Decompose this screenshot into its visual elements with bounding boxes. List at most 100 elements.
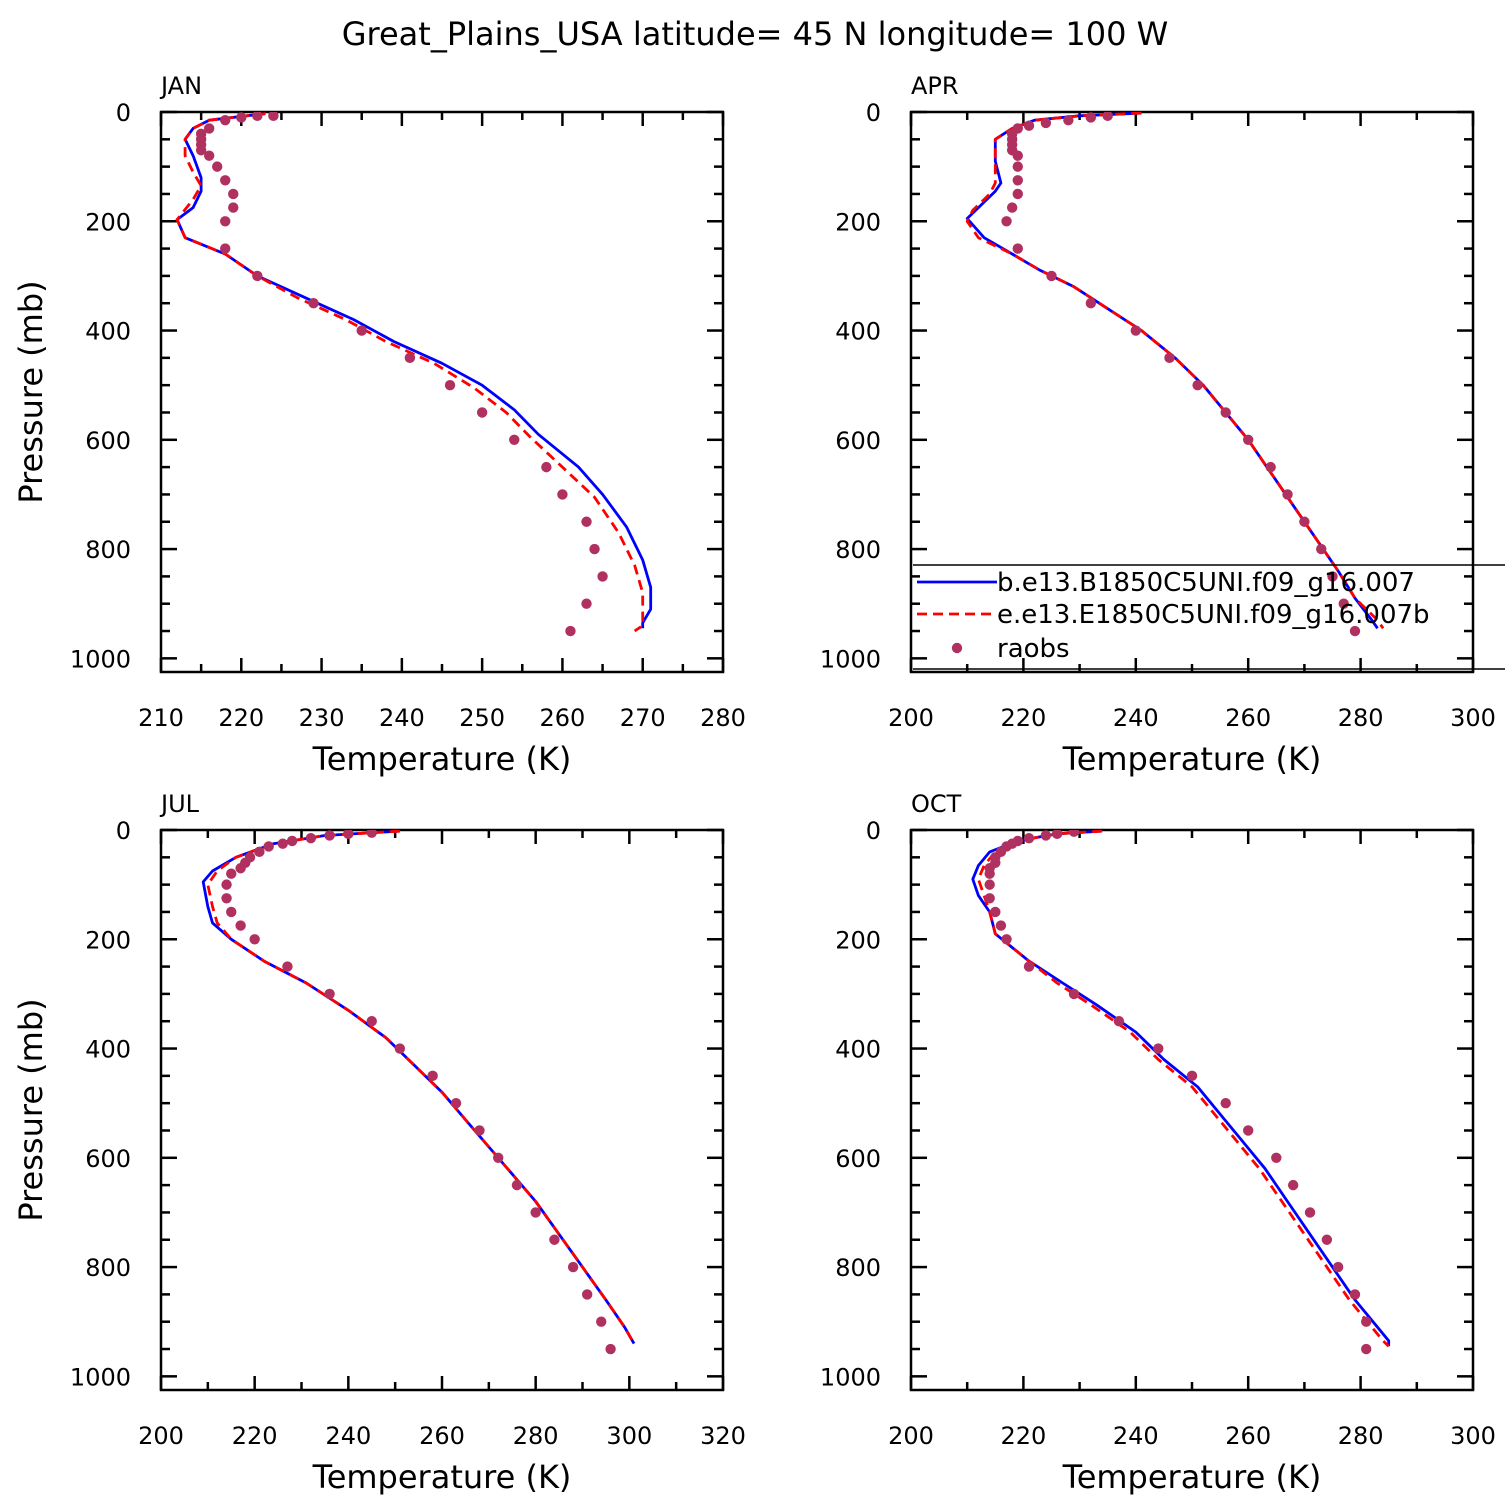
raobs-point [1349, 1289, 1361, 1300]
raobs-point [581, 516, 592, 527]
x-tick-label: 210 [138, 704, 184, 732]
raobs-point [1332, 1261, 1344, 1273]
raobs-point [324, 988, 335, 1000]
x-tick-label: 260 [419, 1422, 465, 1450]
raobs-point [1287, 1179, 1299, 1191]
raobs-point [567, 1261, 579, 1273]
raobs-point [356, 325, 367, 336]
x-tick-label: 300 [606, 1422, 652, 1450]
raobs-point [1085, 112, 1097, 123]
x-tick-label: 200 [138, 1422, 184, 1450]
raobs-point [474, 1125, 485, 1136]
raobs-point [990, 906, 1001, 918]
y-tick-label: 400 [835, 318, 881, 346]
x-tick-label: 260 [1225, 1422, 1271, 1450]
x-tick-label: 270 [620, 704, 666, 732]
raobs-point [1051, 830, 1063, 840]
raobs-point [1063, 114, 1074, 126]
raobs-point [203, 123, 215, 134]
series-e-line-jan [175, 112, 645, 633]
y-tick-label: 0 [866, 99, 881, 127]
raobs-point [1085, 298, 1097, 309]
raobs-point [596, 1316, 607, 1327]
raobs-point [1164, 352, 1175, 364]
raobs-point [995, 920, 1007, 931]
figure-title: Great_Plains_USA latitude= 45 N longitud… [342, 15, 1169, 53]
y-tick-label: 1000 [70, 645, 131, 673]
raobs-point [1012, 161, 1023, 172]
raobs-point [1186, 1070, 1198, 1082]
y-tick-label: 600 [835, 1145, 881, 1173]
raobs-point [1299, 516, 1310, 527]
series-e-line-apr [965, 112, 1385, 630]
y-tick-label: 600 [85, 427, 131, 455]
raobs-point [226, 906, 237, 918]
x-axis-label-jan: Temperature (K) [312, 740, 572, 778]
raobs-point [1046, 270, 1057, 282]
raobs-point [1282, 489, 1293, 500]
y-tick-label: 600 [835, 427, 881, 455]
raobs-point [324, 830, 335, 841]
raobs-point [509, 434, 520, 446]
raobs-point [427, 1070, 438, 1082]
y-axis-label-jan: Pressure (mb) [12, 280, 50, 503]
x-axis-label-jul: Temperature (K) [312, 1458, 572, 1496]
x-tick-label: 240 [1113, 704, 1159, 732]
raobs-point [1006, 202, 1018, 213]
raobs-point [1001, 216, 1012, 227]
raobs-point [1068, 830, 1080, 837]
y-tick-label: 0 [116, 817, 131, 845]
raobs-point [220, 243, 231, 254]
raobs-point [549, 1234, 560, 1245]
raobs-point [1130, 325, 1142, 336]
raobs-point [1113, 1016, 1125, 1027]
legend-label-1: b.e13.B1850C5UNI.f09_g16.007 [997, 568, 1415, 598]
raobs-point [221, 893, 232, 904]
x-tick-label: 240 [379, 704, 425, 732]
raobs-point [565, 625, 576, 637]
raobs-point [1327, 571, 1338, 582]
raobs-point [511, 1179, 523, 1191]
series-b-line-jan [175, 112, 653, 629]
raobs-point [597, 571, 608, 582]
raobs-point [305, 832, 317, 844]
raobs-point [212, 161, 223, 172]
y-axis-label-jul: Pressure (mb) [12, 998, 50, 1221]
y-tick-label: 200 [835, 926, 881, 954]
raobs-point [203, 150, 215, 161]
raobs-point [530, 1207, 541, 1218]
x-tick-label: 200 [888, 704, 934, 732]
y-tick-label: 800 [85, 1254, 131, 1282]
x-tick-label: 280 [513, 1422, 559, 1450]
raobs-point [226, 868, 237, 879]
raobs-point [1102, 112, 1113, 122]
raobs-point [221, 879, 232, 890]
raobs-point [308, 298, 319, 309]
raobs-point [605, 1343, 616, 1355]
raobs-point [581, 1289, 593, 1300]
y-tick-label: 400 [85, 1036, 131, 1064]
series-e-line-jul [206, 830, 636, 1345]
raobs-point [343, 830, 354, 840]
raobs-point [254, 846, 265, 858]
raobs-point [1338, 598, 1349, 609]
raobs-point [394, 1043, 406, 1054]
plot-frame-jul [159, 828, 725, 1392]
y-tick-label: 1000 [820, 1363, 881, 1391]
panel-jan: JAN 210 220 230 240 250 260 270 280 0 200 400 600 800… [12, 72, 746, 778]
raobs-point [1304, 1207, 1316, 1218]
x-tick-label: 280 [1338, 704, 1384, 732]
legend-marker-raobs [951, 642, 963, 654]
raobs-point [235, 863, 246, 874]
x-tick-label: 280 [1338, 1422, 1384, 1450]
panel-apr: APR 200 220 240 260 280 300 0 200 400 600 800 1000 Te… [820, 72, 1496, 778]
raobs-point [493, 1152, 504, 1164]
raobs-point [1243, 434, 1254, 446]
y-tick-label: 200 [835, 208, 881, 236]
raobs-point [1001, 934, 1012, 945]
x-tick-label: 300 [1450, 1422, 1496, 1450]
raobs-point [366, 1016, 377, 1027]
raobs-point [366, 830, 377, 838]
raobs-point [1361, 1316, 1372, 1327]
